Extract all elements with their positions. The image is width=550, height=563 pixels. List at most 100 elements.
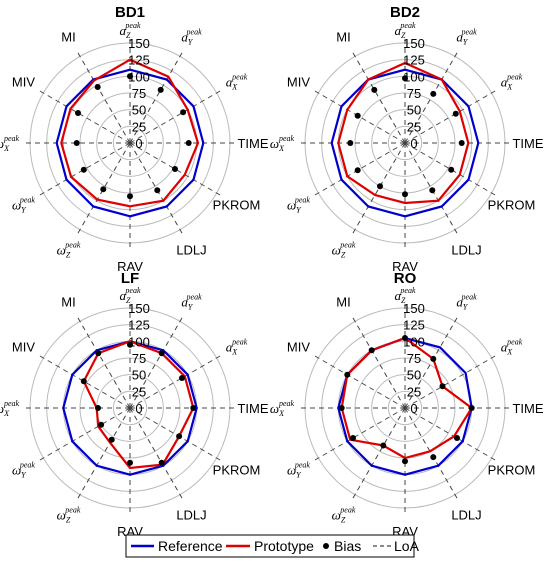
bias-point bbox=[354, 112, 361, 119]
axis-label: MIV bbox=[287, 75, 310, 90]
axis-label: TIME bbox=[512, 136, 543, 151]
radial-tick-label: 100 bbox=[128, 69, 150, 84]
axis-label: aZpeak bbox=[394, 21, 416, 40]
axis-label: MI bbox=[336, 294, 350, 309]
radial-tick-label: 0 bbox=[135, 136, 142, 151]
radial-tick-label: 150 bbox=[128, 301, 150, 316]
axis-spoke-loa bbox=[351, 50, 406, 144]
axis-label: LDLJ bbox=[451, 508, 481, 523]
axis-label: ωXpeak bbox=[0, 134, 20, 153]
bias-point bbox=[430, 90, 437, 97]
bias-point bbox=[80, 378, 87, 385]
axis-label: MI bbox=[61, 294, 75, 309]
axis-label: ωXpeak bbox=[0, 399, 20, 418]
bias-point bbox=[127, 459, 133, 466]
bias-point bbox=[452, 110, 459, 117]
bias-point bbox=[108, 436, 115, 443]
radial-tick-label: 25 bbox=[132, 384, 146, 399]
axis-label: LDLJ bbox=[176, 508, 206, 523]
axis-label: aYpeak bbox=[181, 27, 202, 46]
legend-box bbox=[125, 534, 415, 558]
bias-point bbox=[458, 140, 465, 146]
axis-label: ωYpeak bbox=[287, 461, 310, 480]
radial-grid-circle bbox=[112, 390, 148, 426]
bias-point bbox=[157, 86, 164, 93]
bias-point bbox=[75, 110, 81, 116]
axis-label: ωZpeak bbox=[57, 241, 81, 260]
legend-prototype-label: Prototype bbox=[254, 538, 314, 554]
bias-point bbox=[158, 350, 165, 357]
radial-tick-label: 125 bbox=[403, 318, 425, 333]
bias-point bbox=[380, 442, 387, 449]
panel-title: RO bbox=[394, 270, 417, 287]
radial-tick-label: 0 bbox=[410, 136, 417, 151]
radial-tick-label: 0 bbox=[135, 401, 142, 416]
axis-label: ωZpeak bbox=[332, 506, 356, 525]
axis-label: RAV bbox=[392, 259, 418, 274]
bias-point bbox=[350, 435, 356, 441]
radial-tick-label: 125 bbox=[403, 53, 425, 68]
bias-point bbox=[73, 140, 80, 146]
radial-tick-label: 125 bbox=[128, 318, 150, 333]
bias-point bbox=[95, 350, 102, 357]
bias-point bbox=[402, 75, 408, 82]
bias-point bbox=[402, 335, 408, 341]
bias-point bbox=[158, 459, 165, 466]
prototype-polygon bbox=[337, 61, 470, 205]
radial-tick-label: 50 bbox=[132, 368, 146, 383]
radial-tick-label: 150 bbox=[403, 36, 425, 51]
axis-label: ωYpeak bbox=[12, 196, 35, 215]
axis-label: aXpeak bbox=[501, 338, 523, 357]
reference-polygon bbox=[62, 340, 198, 476]
bias-point bbox=[98, 421, 105, 428]
bias-point bbox=[468, 405, 475, 411]
axis-label: ωYpeak bbox=[12, 461, 35, 480]
legend-bias-marker bbox=[323, 543, 329, 549]
radial-tick-label: 150 bbox=[128, 36, 150, 51]
bias-point bbox=[94, 84, 101, 90]
axis-label: LDLJ bbox=[176, 243, 206, 258]
axis-label: aYpeak bbox=[181, 292, 202, 311]
radial-tick-label: 0 bbox=[410, 401, 417, 416]
bias-point bbox=[95, 405, 101, 411]
radial-tick-label: 75 bbox=[132, 86, 146, 101]
bias-point bbox=[344, 371, 351, 378]
radial-tick-label: 75 bbox=[407, 86, 421, 101]
radial-tick-label: 50 bbox=[132, 103, 146, 118]
bias-point bbox=[127, 73, 133, 80]
axis-label: aZpeak bbox=[394, 286, 416, 305]
axis-label: RAV bbox=[117, 259, 143, 274]
axis-label: ωYpeak bbox=[287, 196, 310, 215]
bias-point bbox=[80, 166, 87, 173]
bias-point bbox=[371, 86, 378, 93]
radial-grid-circle bbox=[371, 374, 439, 442]
axis-label: aYpeak bbox=[456, 27, 477, 46]
bias-point bbox=[127, 193, 133, 200]
bias-point bbox=[454, 435, 460, 441]
radial-grid-circle bbox=[96, 109, 164, 177]
reference-polygon bbox=[55, 68, 205, 218]
axis-spoke-loa bbox=[37, 89, 131, 144]
radial-tick-label: 25 bbox=[407, 119, 421, 134]
axis-spoke-loa bbox=[351, 142, 406, 236]
radial-tick-label: 50 bbox=[407, 103, 421, 118]
axis-label: ωZpeak bbox=[332, 241, 356, 260]
bias-point bbox=[377, 183, 383, 190]
radial-grid-circle bbox=[387, 125, 423, 161]
bias-point bbox=[430, 454, 437, 461]
legend-loa-label: LoA bbox=[394, 538, 420, 554]
prototype-polygon bbox=[60, 58, 200, 208]
axis-label: PKROM bbox=[488, 463, 536, 478]
axis-label: aXpeak bbox=[501, 73, 523, 92]
axis-label: aZpeak bbox=[119, 21, 141, 40]
axis-label: ωXpeak bbox=[270, 399, 295, 418]
axis-label: MI bbox=[336, 29, 350, 44]
bias-point bbox=[338, 405, 345, 411]
legend-bias-label: Bias bbox=[334, 538, 361, 554]
panel-title: BD1 bbox=[115, 4, 145, 21]
bias-point bbox=[347, 140, 354, 146]
bias-point bbox=[154, 187, 161, 194]
axis-label: LDLJ bbox=[451, 243, 481, 258]
